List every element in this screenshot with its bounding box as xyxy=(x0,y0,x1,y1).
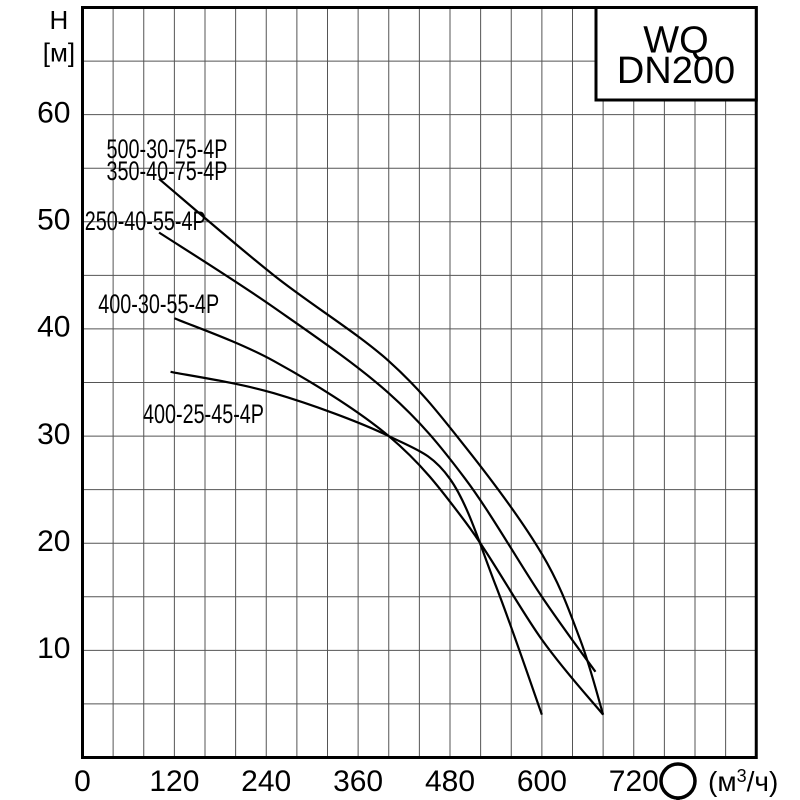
svg-text:40: 40 xyxy=(37,311,70,344)
svg-text:720: 720 xyxy=(609,765,659,798)
svg-text:480: 480 xyxy=(425,765,475,798)
svg-text:20: 20 xyxy=(37,525,70,558)
svg-text:400-25-45-4P: 400-25-45-4P xyxy=(143,399,264,429)
svg-text:360: 360 xyxy=(333,765,383,798)
svg-text:120: 120 xyxy=(149,765,199,798)
svg-text:50: 50 xyxy=(37,204,70,237)
svg-text:600: 600 xyxy=(517,765,567,798)
svg-text:H: H xyxy=(50,5,69,35)
svg-text:[м]: [м] xyxy=(43,38,75,68)
svg-text:240: 240 xyxy=(241,765,291,798)
svg-text:250-40-55-4P: 250-40-55-4P xyxy=(85,206,206,236)
svg-text:350-40-75-4P: 350-40-75-4P xyxy=(107,156,228,186)
svg-text:10: 10 xyxy=(37,632,70,665)
svg-text:(м3/ч): (м3/ч) xyxy=(708,766,778,797)
svg-text:30: 30 xyxy=(37,418,70,451)
svg-text:DN200: DN200 xyxy=(617,50,735,92)
svg-text:60: 60 xyxy=(37,96,70,129)
svg-text:400-30-55-4P: 400-30-55-4P xyxy=(98,289,219,319)
svg-text:0: 0 xyxy=(74,765,91,798)
